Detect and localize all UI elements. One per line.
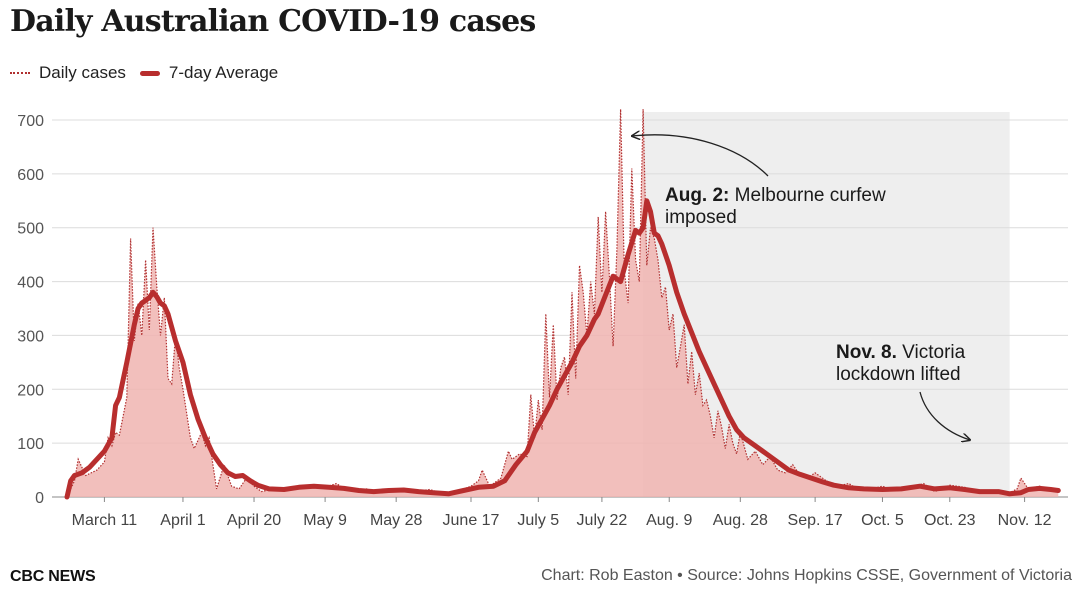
x-tick-label: July 5 (517, 512, 559, 529)
lockdown-annotation-date: Nov. 8. (836, 342, 897, 363)
x-tick-label: April 1 (160, 512, 205, 529)
brand-logo: CBC NEWS (10, 568, 96, 585)
x-axis-ticks: March 11 April 1 April 20 May 9 May 28 June 1… (72, 497, 1052, 529)
x-tick-label: July 22 (577, 512, 628, 529)
lockdown-annotation-arrow (919, 391, 970, 440)
x-tick-label: March 11 (72, 512, 138, 529)
seven-day-average-line (64, 198, 1061, 500)
legend-swatch-daily (10, 72, 30, 74)
x-tick-label: June 17 (443, 512, 500, 529)
legend-item-average: 7-day Average (139, 63, 279, 83)
legend-item-daily: Daily cases (10, 63, 126, 83)
lockdown-annotation-text: Victoria (896, 342, 966, 363)
y-tick-label: 500 (17, 221, 44, 238)
y-tick-label: 0 (35, 490, 44, 507)
legend: Daily cases 7-day Average (10, 62, 292, 84)
y-tick-label: 100 (17, 436, 44, 453)
chart-title: Daily Australian COVID-19 cases (10, 4, 536, 39)
chart-credit: Chart: Rob Easton • Source: Johns Hopkin… (541, 567, 1072, 584)
curfew-annotation-date: Aug. 2: (665, 185, 730, 206)
legend-label-daily: Daily cases (39, 63, 126, 82)
lockdown-annotation: Nov. 8. Victoria lockdown lifted (836, 342, 965, 386)
lockdown-annotation-text-2: lockdown lifted (836, 364, 961, 385)
legend-swatch-average (139, 70, 160, 76)
y-tick-label: 700 (17, 113, 44, 130)
y-axis-ticks: 0 100 200 300 400 500 600 700 (17, 113, 44, 507)
daily-cases-area (67, 109, 1059, 497)
x-tick-label: May 28 (370, 512, 423, 529)
curfew-annotation: Aug. 2: Melbourne curfew imposed (665, 185, 886, 229)
x-tick-label: May 9 (303, 512, 347, 529)
curfew-annotation-text-2: imposed (665, 207, 737, 228)
x-tick-label: Aug. 9 (646, 512, 692, 529)
x-tick-label: Sep. 17 (788, 512, 843, 529)
y-tick-label: 200 (17, 382, 44, 399)
daily-cases-line (66, 109, 1059, 498)
curfew-annotation-arrow (632, 135, 769, 177)
x-tick-label: Nov. 12 (998, 512, 1052, 529)
curfew-annotation-text: Melbourne curfew (729, 185, 886, 206)
y-tick-label: 300 (17, 328, 44, 345)
x-tick-label: April 20 (227, 512, 281, 529)
y-tick-label: 400 (17, 275, 44, 292)
y-tick-label: 600 (17, 167, 44, 184)
legend-label-average: 7-day Average (168, 63, 279, 82)
x-tick-label: Oct. 23 (924, 512, 976, 529)
x-tick-label: Oct. 5 (861, 512, 904, 529)
x-tick-label: Aug. 28 (713, 512, 768, 529)
